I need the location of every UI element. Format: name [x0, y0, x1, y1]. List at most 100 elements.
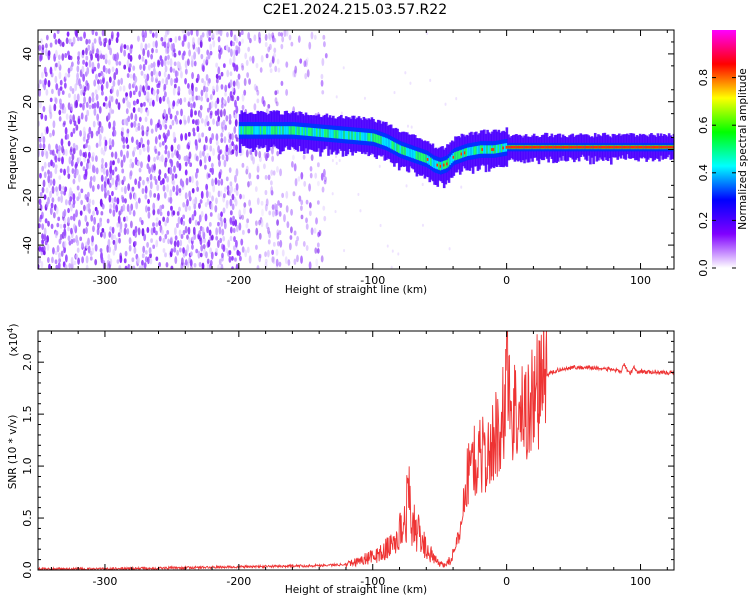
heatmap-cell	[150, 128, 154, 134]
heatmap-cell	[285, 89, 289, 96]
heatmap-cell	[404, 147, 407, 156]
heatmap-cell	[109, 107, 113, 115]
heatmap-cell	[193, 203, 197, 210]
heatmap-cell	[219, 30, 223, 37]
heatmap-cell	[342, 66, 345, 70]
heatmap-cell	[264, 126, 268, 135]
heatmap-cell	[518, 145, 522, 149]
heatmap-cell	[107, 253, 111, 261]
heatmap-cell	[593, 145, 597, 149]
heatmap-cell	[121, 168, 125, 174]
heatmap-cell	[217, 221, 220, 227]
heatmap-cell	[109, 160, 113, 169]
heatmap-cell	[147, 256, 150, 265]
heatmap-cell	[88, 208, 91, 214]
heatmap-cell	[57, 156, 61, 162]
heatmap-cell	[199, 34, 203, 43]
heatmap-cell	[235, 183, 239, 191]
heatmap-cell	[189, 251, 193, 257]
heatmap-cell	[312, 128, 316, 137]
heatmap-cell	[274, 65, 278, 73]
heatmap-cell	[47, 174, 51, 184]
heatmap-cell	[142, 245, 146, 254]
heatmap-cell	[276, 229, 280, 236]
heatmap-cell	[357, 192, 360, 197]
heatmap-cell	[343, 130, 346, 140]
heatmap-cell	[45, 43, 48, 49]
heatmap-cell	[320, 172, 324, 181]
heatmap-cell	[293, 230, 297, 236]
heatmap-cell	[238, 222, 242, 231]
heatmap-cell	[255, 227, 259, 236]
heatmap-cell	[241, 104, 245, 111]
heatmap-cell	[63, 217, 67, 224]
heatmap-cell	[637, 145, 640, 149]
heatmap-cell	[219, 237, 223, 244]
heatmap-cell	[206, 107, 210, 113]
heatmap-cell	[210, 101, 214, 108]
heatmap-cell	[44, 114, 48, 122]
heatmap-cell	[315, 258, 319, 267]
heatmap-cell	[95, 209, 99, 216]
heatmap-cell	[448, 247, 451, 251]
heatmap-cell	[40, 113, 44, 120]
heatmap-cell	[282, 126, 285, 135]
heatmap-cell	[430, 157, 433, 166]
heatmap-cell	[125, 215, 129, 222]
heatmap-cell	[119, 85, 122, 92]
heatmap-cell	[574, 145, 578, 149]
heatmap-cell	[167, 59, 170, 66]
heatmap-cell	[285, 61, 289, 68]
heatmap-cell	[143, 101, 146, 107]
heatmap-cell	[303, 180, 307, 187]
heatmap-cell	[133, 121, 137, 128]
heatmap-cell	[141, 124, 144, 132]
heatmap-cell	[79, 236, 83, 241]
heatmap-cell	[186, 58, 190, 67]
heatmap-cell	[141, 56, 145, 62]
heatmap-cell	[247, 228, 251, 234]
heatmap-cell	[41, 239, 45, 245]
heatmap-cell	[95, 167, 99, 175]
heatmap-cell	[61, 41, 65, 48]
heatmap-cell	[370, 133, 374, 142]
heatmap-cell	[113, 234, 117, 239]
heatmap-cell	[38, 120, 41, 127]
heatmap-cell	[172, 100, 176, 107]
heatmap-cell	[635, 145, 639, 149]
heatmap-cell	[69, 187, 72, 195]
heatmap-cell	[638, 145, 642, 149]
heatmap-cell	[389, 140, 393, 149]
heatmap-cell	[171, 119, 175, 126]
heatmap-cell	[235, 149, 239, 157]
heatmap-cell	[218, 159, 221, 167]
heatmap-cell	[118, 61, 122, 66]
heatmap-cell	[218, 258, 222, 266]
heatmap-cell	[251, 55, 255, 64]
heatmap-cell	[362, 132, 366, 141]
heatmap-cell	[83, 86, 87, 92]
heatmap-cell	[197, 132, 201, 140]
heatmap-cell	[41, 211, 44, 219]
heatmap-cell	[143, 90, 147, 96]
heatmap-cell	[667, 145, 671, 149]
heatmap-cell	[235, 239, 238, 248]
heatmap-cell	[274, 209, 278, 217]
heatmap-cell	[653, 145, 656, 149]
heatmap-cell	[240, 126, 244, 135]
heatmap-cell	[556, 145, 560, 149]
heatmap-cell	[101, 228, 105, 233]
heatmap-cell	[105, 169, 109, 177]
heatmap-cell	[269, 68, 273, 74]
heatmap-cell	[247, 46, 251, 52]
heatmap-cell	[470, 147, 473, 156]
heatmap-cell	[296, 254, 299, 263]
heatmap-cell	[357, 132, 361, 141]
heatmap-cell	[72, 142, 76, 149]
heatmap-cell	[91, 92, 95, 98]
heatmap-cell	[260, 54, 264, 63]
heatmap-cell	[109, 258, 113, 265]
heatmap-cell	[67, 140, 71, 147]
heatmap-cell	[390, 265, 393, 269]
heatmap-cell	[225, 176, 229, 182]
